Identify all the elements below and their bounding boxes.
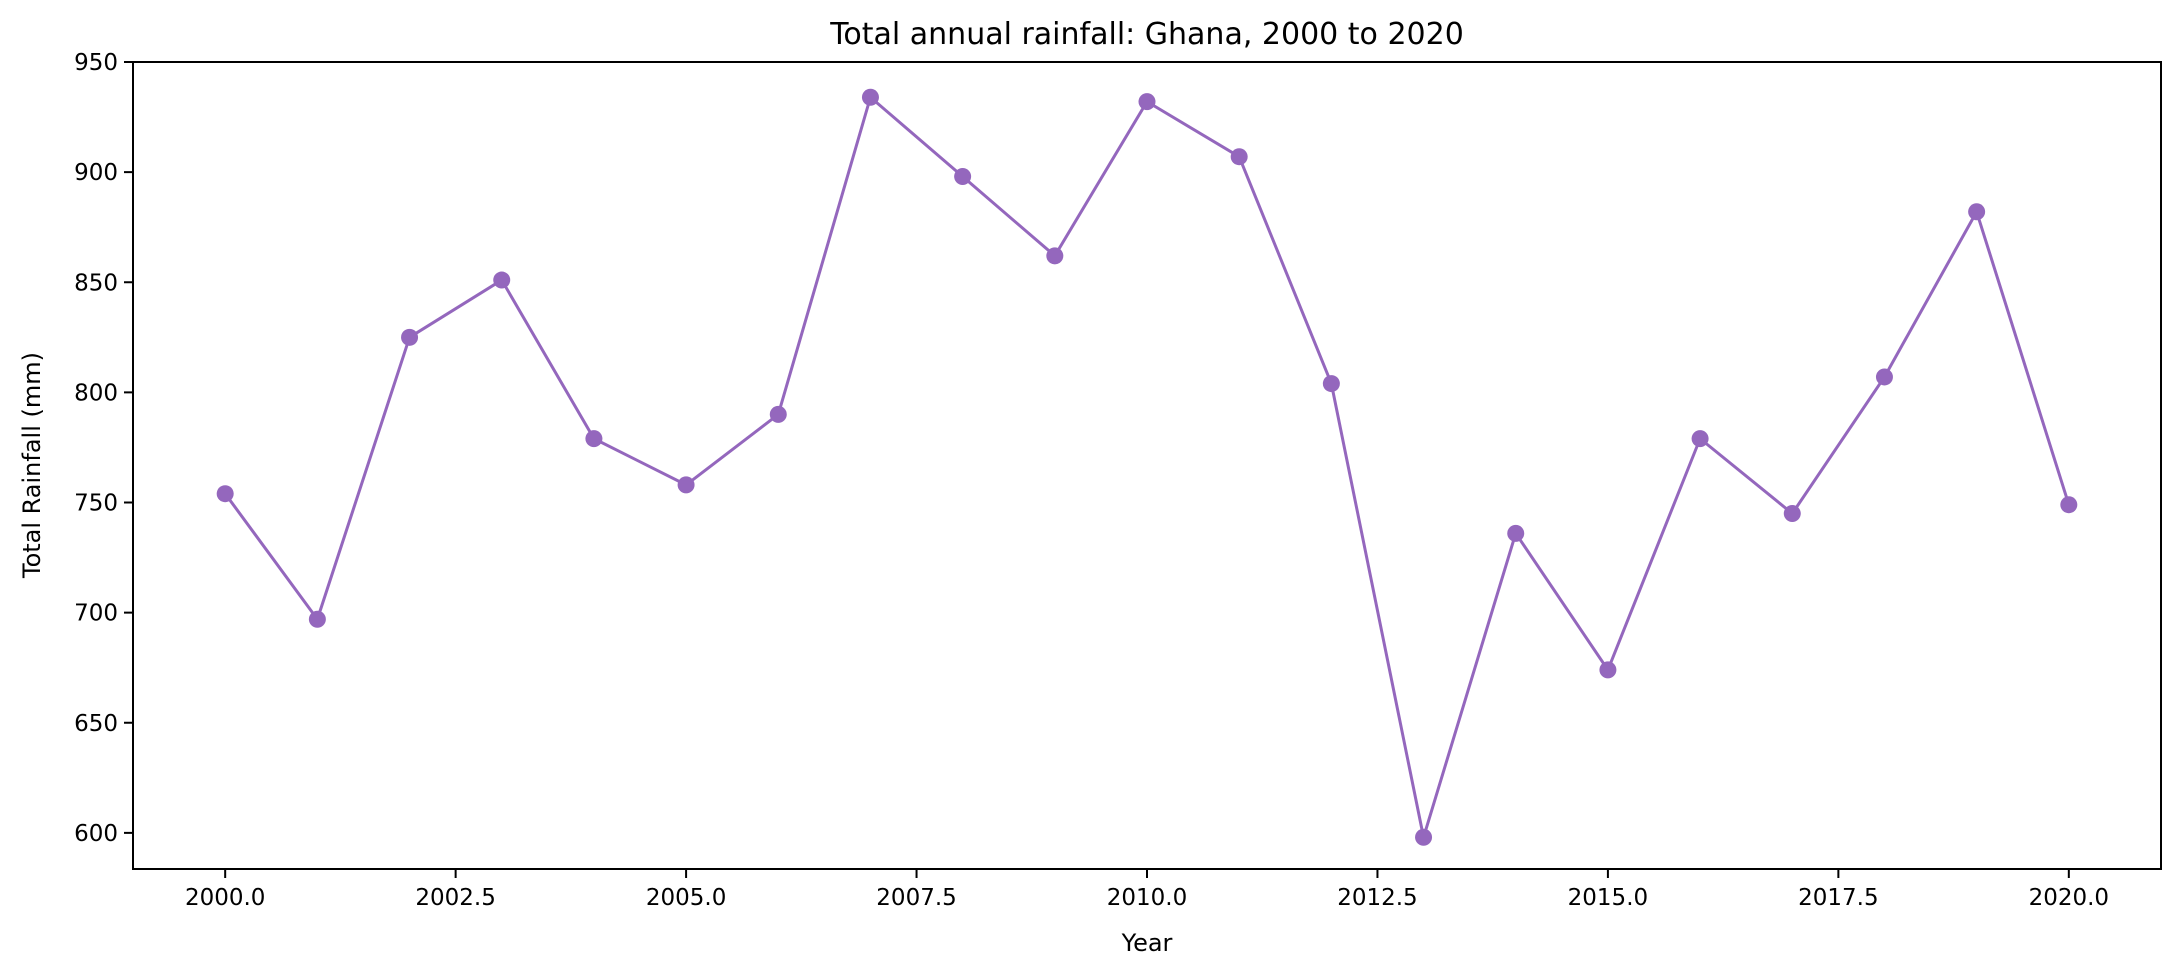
data-point: [1230, 148, 1248, 166]
data-point: [401, 328, 419, 346]
y-tick-label: 650: [74, 711, 118, 737]
data-point: [1783, 505, 1801, 523]
y-axis: 600 650 700 750 800 850 900 950: [74, 50, 133, 847]
data-point: [585, 430, 603, 448]
chart-title: Total annual rainfall: Ghana, 2000 to 20…: [829, 17, 1464, 52]
data-point: [954, 168, 972, 186]
data-point: [769, 405, 787, 423]
data-point: [1322, 375, 1340, 393]
x-tick-label: 2012.5: [1337, 885, 1417, 911]
data-point: [1046, 247, 1064, 265]
data-point: [216, 485, 234, 503]
x-tick-label: 2017.5: [1798, 885, 1878, 911]
data-point: [1507, 524, 1525, 542]
series-line: [223, 95, 2071, 839]
data-point: [1138, 93, 1156, 111]
y-tick-label: 800: [74, 380, 118, 406]
x-tick-label: 2015.0: [1568, 885, 1648, 911]
y-tick-label: 900: [74, 160, 118, 186]
data-point: [308, 610, 326, 628]
y-tick-label: 750: [74, 491, 118, 517]
data-point: [677, 476, 695, 494]
data-point: [1968, 203, 1986, 221]
plot-area: [216, 88, 2078, 846]
data-point: [1415, 828, 1433, 846]
x-tick-label: 2000.0: [185, 885, 265, 911]
x-axis: 2000.0 2002.5 2005.0 2007.5 2010.0 2012.5 2015…: [185, 869, 2109, 911]
axes-frame: [132, 61, 2162, 870]
data-point: [1691, 430, 1709, 448]
x-axis-label: Year: [1121, 929, 1173, 957]
x-tick-label: 2007.5: [876, 885, 956, 911]
x-tick-label: 2005.0: [646, 885, 726, 911]
y-tick-label: 950: [74, 50, 118, 76]
y-tick-label: 700: [74, 601, 118, 627]
data-point: [1875, 368, 1893, 386]
data-point: [493, 271, 511, 289]
x-tick-label: 2020.0: [2029, 885, 2109, 911]
x-tick-label: 2002.5: [415, 885, 495, 911]
data-point: [2060, 496, 2078, 514]
data-point: [1599, 661, 1617, 679]
x-tick-label: 2010.0: [1107, 885, 1187, 911]
y-axis-label: Total Rainfall (mm): [18, 352, 46, 579]
y-tick-label: 600: [74, 821, 118, 847]
y-tick-label: 850: [74, 270, 118, 296]
data-point: [861, 88, 879, 106]
